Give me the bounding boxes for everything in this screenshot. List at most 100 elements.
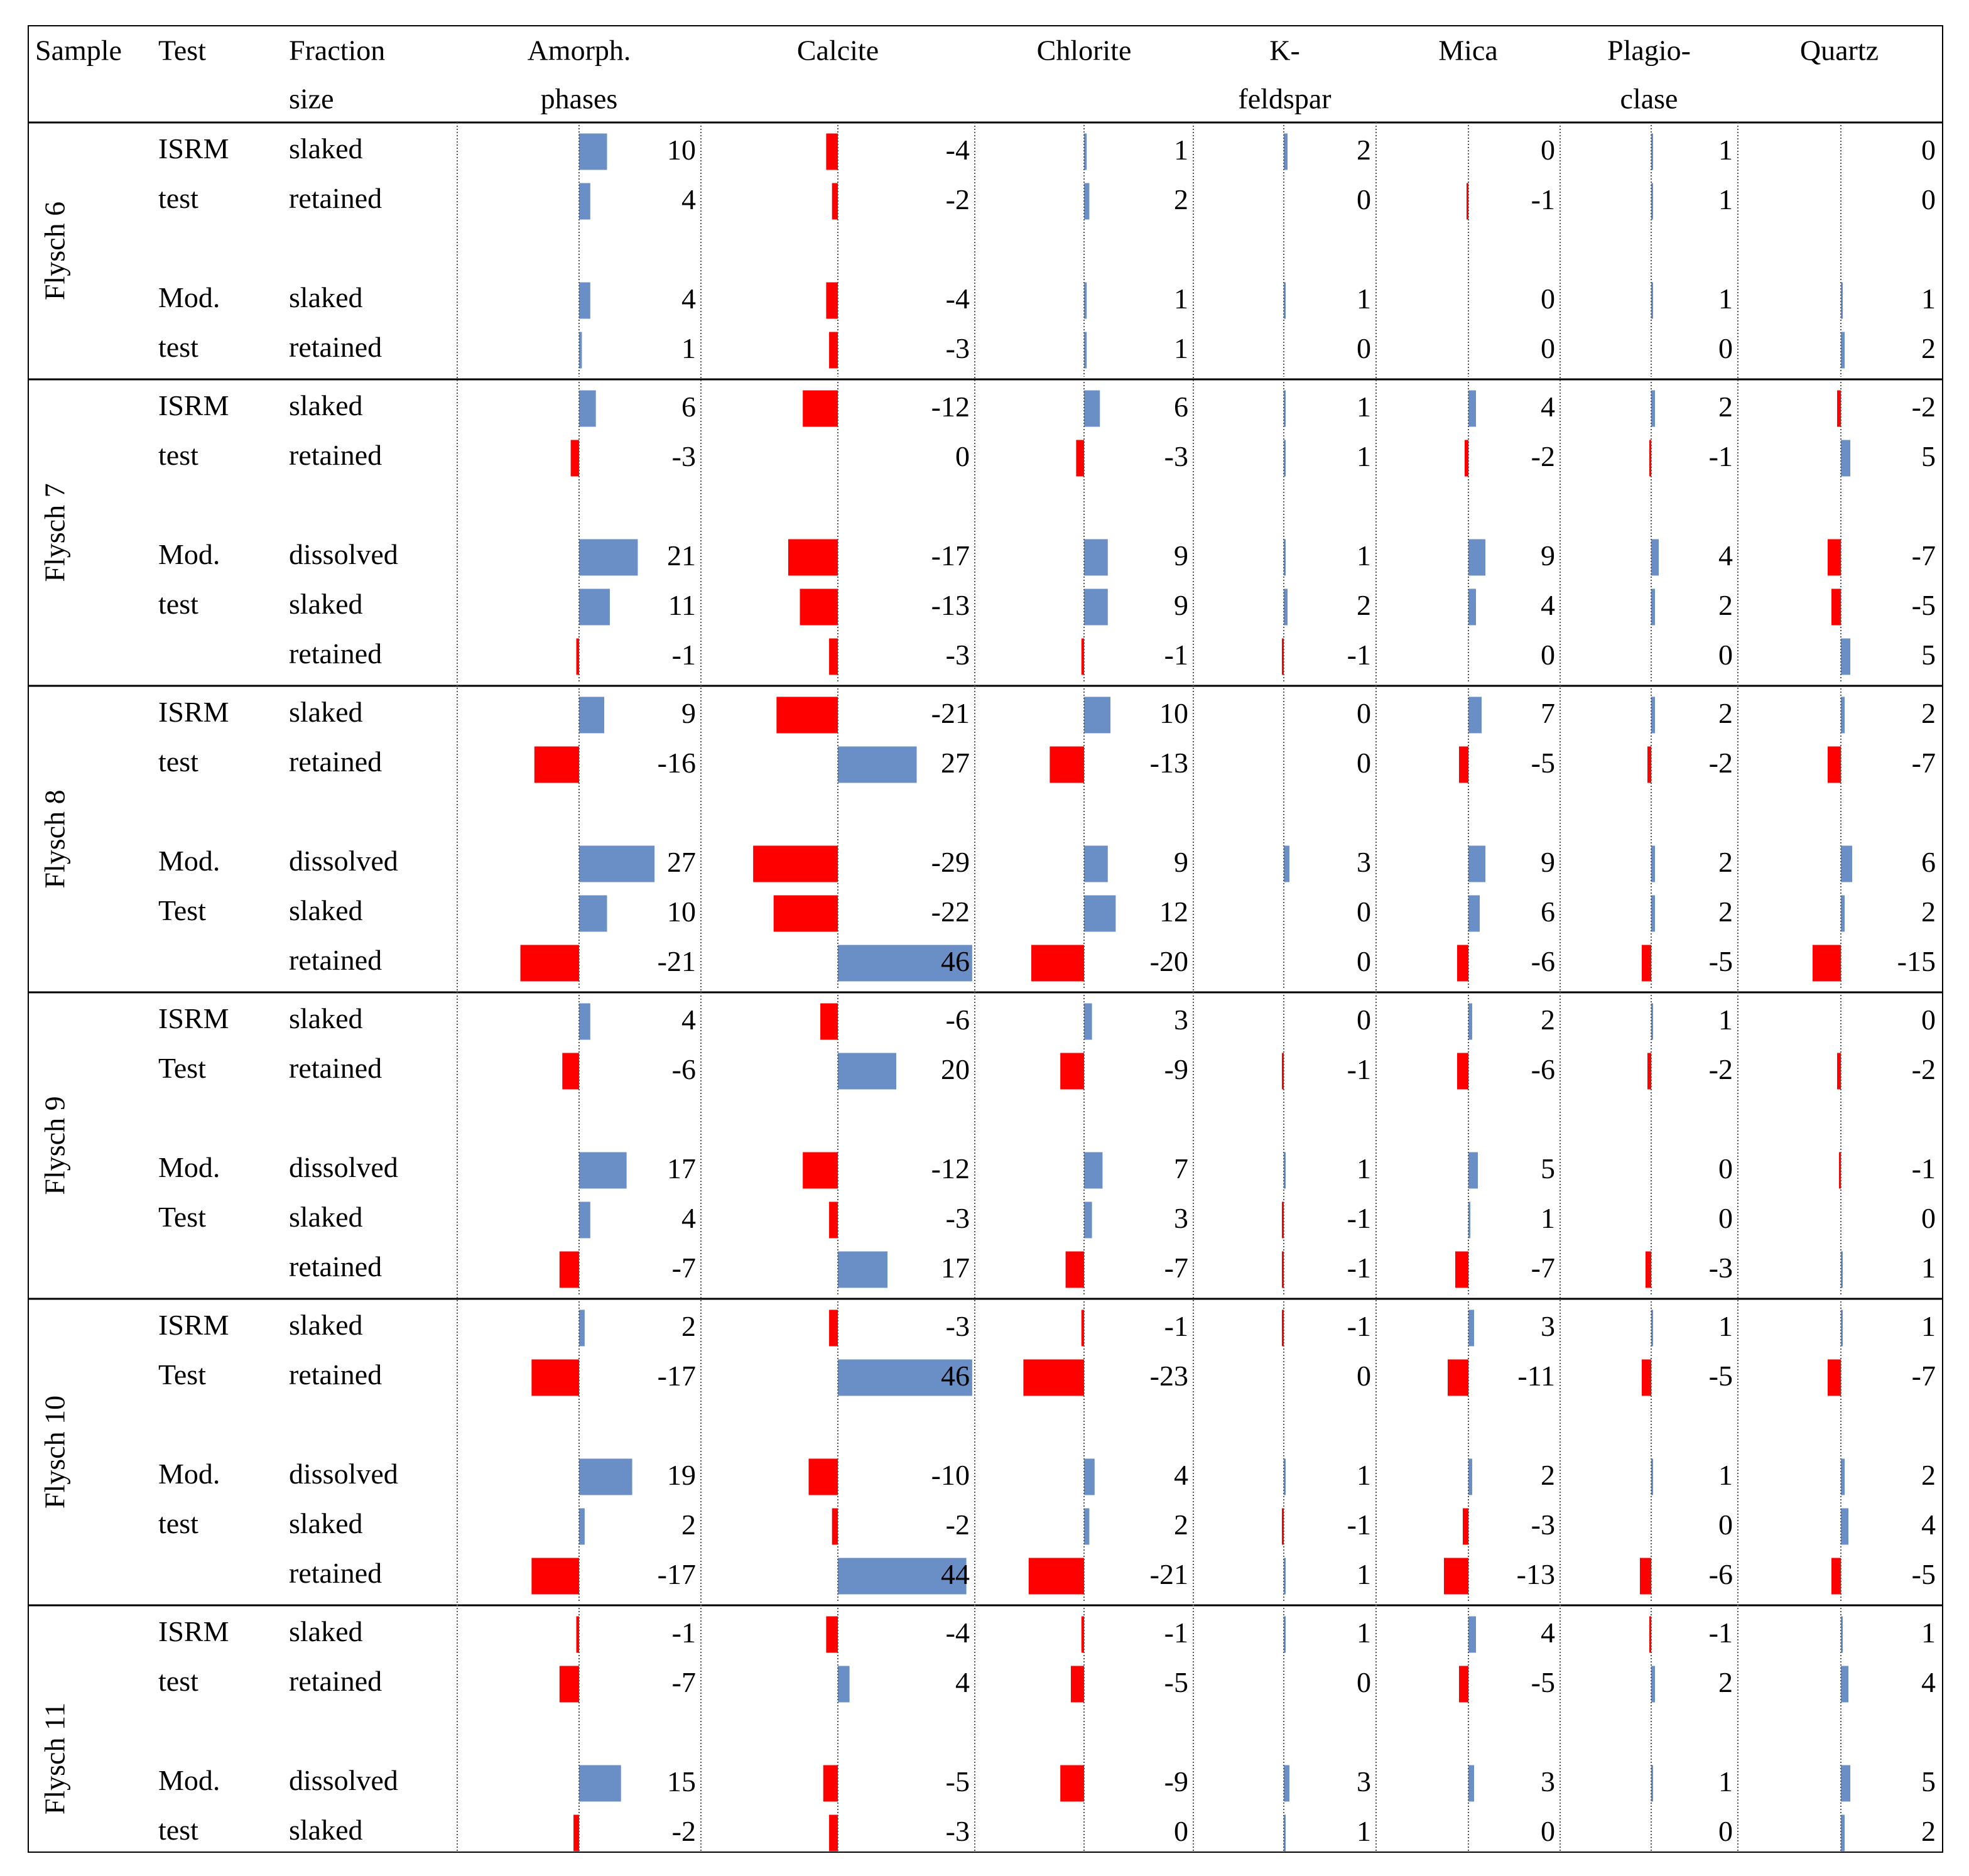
value-label: 1 [1921,283,1936,315]
value-label: 0 [1718,1509,1733,1541]
bar-plagioclase [1651,1765,1653,1802]
bar-k-feldspar [1284,1814,1286,1852]
value-label: 4 [1718,539,1733,572]
value-label: 2 [1718,391,1733,423]
value-label: 1 [1718,1459,1733,1491]
bar-calcite [829,332,838,369]
value-label: 10 [667,896,696,928]
fraction-label: slaked [289,588,363,620]
bar-amorph-phases [576,638,579,675]
bar-chlorite [1084,1003,1092,1040]
value-label: 0 [1541,639,1555,671]
bar-chlorite [1084,697,1110,734]
value-label: -11 [1517,1360,1555,1392]
bar-mica [1468,697,1482,734]
bar-quartz [1828,746,1841,783]
test-label: Mod. [158,1458,220,1490]
sample-label: Flysch 7 [39,483,71,582]
value-label: -16 [658,747,696,779]
bar-quartz [1841,1508,1848,1545]
bar-amorph-phases [579,1508,585,1545]
bar-quartz [1831,588,1841,626]
bar-chlorite [1065,1251,1084,1288]
test-label: test [158,1665,198,1697]
test-label: ISRM [158,389,229,421]
bar-chlorite [1084,588,1108,626]
value-label: -13 [931,589,970,621]
bar-k-feldspar [1282,1053,1284,1090]
value-label: 0 [1718,639,1733,671]
value-label: 1 [1718,134,1733,166]
value-label: -2 [1709,747,1733,779]
bar-k-feldspar [1284,588,1288,626]
value-label: 4 [1541,1617,1555,1649]
fraction-label: retained [289,439,382,471]
value-label: -6 [672,1053,696,1085]
value-label: -12 [931,1152,970,1185]
bar-mica [1468,1458,1472,1495]
value-label: -17 [931,539,970,572]
fraction-label: retained [289,1557,382,1589]
bar-calcite [829,638,838,675]
value-label: -6 [1709,1558,1733,1590]
value-label: -2 [1912,391,1936,423]
bar-amorph-phases [531,1359,579,1396]
bar-k-feldspar [1284,1765,1289,1802]
bar-plagioclase [1642,1359,1651,1396]
bar-amorph-phases [579,332,582,369]
value-label: 0 [1541,134,1555,166]
value-label: -7 [1912,1360,1936,1392]
value-label: 2 [1718,697,1733,729]
value-label: 5 [1921,639,1936,671]
value-label: -6 [946,1004,970,1036]
bar-k-feldspar [1284,1616,1286,1653]
value-label: 1 [1357,283,1371,315]
bar-k-feldspar [1282,1201,1284,1239]
fraction-label: dissolved [289,845,398,877]
test-label: Mod. [158,538,220,570]
mineral-change-table: Sample Test Fraction size Amorph. phases Calci… [28,25,1943,1853]
value-label: 2 [1921,697,1936,729]
bar-mica [1457,945,1468,982]
test-label: Mod. [158,1764,220,1796]
value-label: 2 [1357,589,1371,621]
value-label: -7 [1912,747,1936,779]
test-label: Mod. [158,281,220,313]
value-label: -2 [1531,440,1555,472]
bar-calcite [753,845,838,882]
value-label: 1 [1357,1459,1371,1491]
value-label: -12 [931,391,970,423]
bar-chlorite [1060,1765,1084,1802]
value-label: -15 [1897,945,1936,977]
test-label: ISRM [158,133,229,165]
value-label: -1 [1347,1053,1371,1085]
bar-k-feldspar [1284,845,1289,882]
value-label: 0 [1921,1004,1936,1036]
bar-k-feldspar [1284,1558,1286,1595]
value-label: 12 [1159,896,1188,928]
value-label: -5 [1709,945,1733,977]
bar-amorph-phases [579,282,590,319]
value-label: 17 [667,1152,696,1185]
value-label: -3 [946,1815,970,1847]
bar-quartz [1841,1814,1845,1852]
value-label: -7 [1164,1252,1188,1284]
value-label: 1 [1174,134,1188,166]
value-label: 9 [1541,539,1555,572]
bar-quartz [1841,697,1845,734]
bar-mica [1463,1508,1468,1545]
value-label: 10 [1159,697,1188,729]
test-label: test [158,746,198,778]
bar-plagioclase [1651,390,1655,427]
value-label: 0 [955,440,970,472]
bar-plagioclase [1646,1251,1651,1288]
bar-calcite [826,282,838,319]
value-label: 3 [1174,1202,1188,1234]
bar-k-feldspar [1284,1152,1286,1189]
value-label: 0 [1357,945,1371,977]
value-label: 4 [1921,1509,1936,1541]
value-label: 2 [1921,1815,1936,1847]
value-label: 0 [1174,1815,1188,1847]
value-label: 1 [1921,1310,1936,1342]
value-label: -3 [946,1310,970,1342]
